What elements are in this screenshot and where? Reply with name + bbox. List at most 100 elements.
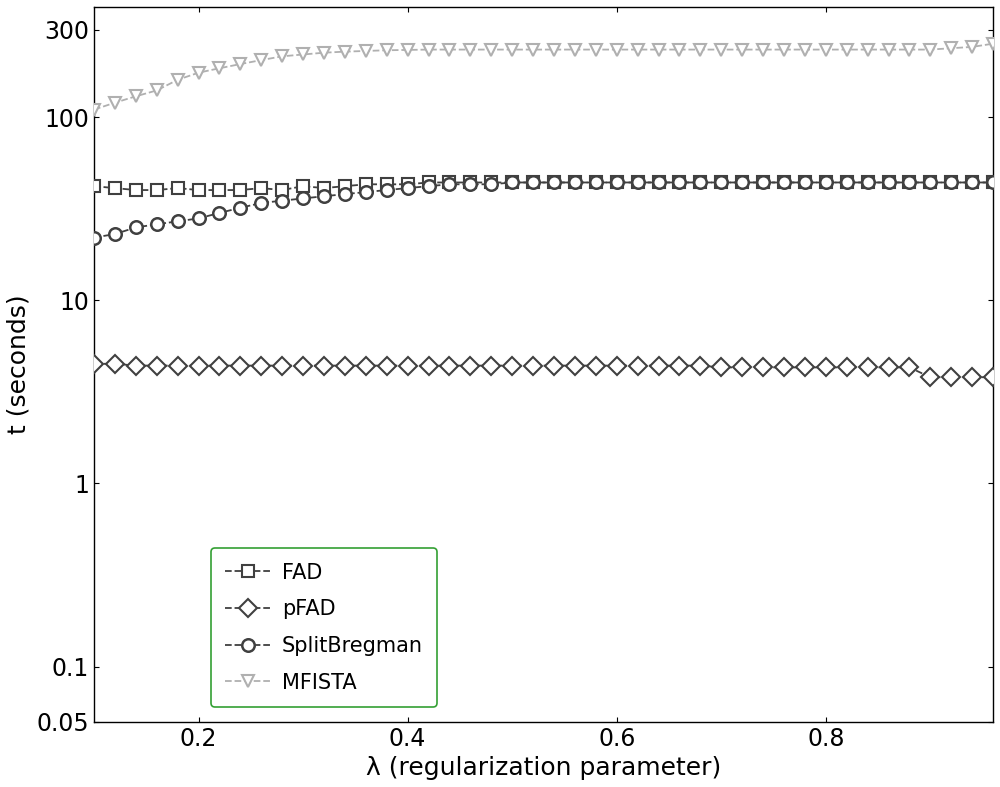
FAD	[694, 178, 706, 187]
Line: pFAD: pFAD	[88, 357, 999, 383]
pFAD	[966, 372, 978, 382]
FAD	[736, 178, 748, 187]
Line: FAD: FAD	[88, 177, 999, 196]
FAD	[339, 182, 351, 191]
pFAD	[213, 361, 225, 371]
FAD	[590, 178, 602, 187]
pFAD	[924, 372, 936, 382]
pFAD	[883, 363, 895, 372]
pFAD	[318, 361, 330, 371]
FAD	[883, 178, 895, 187]
SplitBregman	[109, 229, 121, 238]
FAD	[924, 178, 936, 187]
MFISTA	[778, 45, 790, 54]
pFAD	[548, 361, 560, 371]
FAD	[715, 178, 727, 187]
SplitBregman	[255, 198, 267, 208]
FAD	[151, 185, 163, 194]
pFAD	[694, 361, 706, 371]
SplitBregman	[151, 220, 163, 229]
Y-axis label: t (seconds): t (seconds)	[7, 294, 31, 434]
pFAD	[799, 363, 811, 372]
FAD	[423, 178, 435, 187]
FAD	[841, 178, 853, 187]
MFISTA	[862, 45, 874, 54]
SplitBregman	[757, 178, 769, 187]
MFISTA	[234, 59, 246, 68]
SplitBregman	[88, 233, 100, 242]
MFISTA	[443, 45, 455, 54]
MFISTA	[381, 46, 393, 55]
pFAD	[778, 363, 790, 372]
FAD	[506, 178, 518, 187]
pFAD	[130, 361, 142, 371]
MFISTA	[255, 55, 267, 65]
SplitBregman	[883, 178, 895, 187]
FAD	[778, 178, 790, 187]
SplitBregman	[987, 178, 999, 187]
SplitBregman	[966, 178, 978, 187]
pFAD	[297, 361, 309, 371]
pFAD	[443, 361, 455, 371]
MFISTA	[820, 45, 832, 54]
MFISTA	[799, 45, 811, 54]
MFISTA	[423, 45, 435, 54]
FAD	[653, 178, 665, 187]
MFISTA	[464, 45, 476, 54]
pFAD	[736, 363, 748, 372]
SplitBregman	[276, 196, 288, 205]
MFISTA	[632, 45, 644, 54]
pFAD	[360, 361, 372, 371]
FAD	[88, 182, 100, 191]
SplitBregman	[297, 194, 309, 203]
pFAD	[841, 363, 853, 372]
SplitBregman	[611, 178, 623, 187]
FAD	[987, 178, 999, 187]
SplitBregman	[213, 209, 225, 218]
pFAD	[987, 372, 999, 382]
Legend: FAD, pFAD, SplitBregman, MFISTA: FAD, pFAD, SplitBregman, MFISTA	[211, 549, 437, 708]
pFAD	[945, 372, 957, 382]
pFAD	[276, 361, 288, 371]
Line: SplitBregman: SplitBregman	[88, 176, 999, 244]
MFISTA	[569, 45, 581, 54]
pFAD	[862, 363, 874, 372]
pFAD	[715, 363, 727, 372]
pFAD	[653, 361, 665, 371]
SplitBregman	[234, 203, 246, 212]
pFAD	[402, 361, 414, 371]
FAD	[569, 178, 581, 187]
SplitBregman	[402, 183, 414, 193]
FAD	[193, 185, 205, 194]
pFAD	[903, 363, 915, 372]
MFISTA	[506, 45, 518, 54]
pFAD	[234, 361, 246, 371]
MFISTA	[276, 52, 288, 61]
SplitBregman	[464, 179, 476, 189]
MFISTA	[172, 75, 184, 84]
SplitBregman	[653, 178, 665, 187]
FAD	[632, 178, 644, 187]
FAD	[548, 178, 560, 187]
FAD	[109, 183, 121, 193]
pFAD	[193, 361, 205, 371]
SplitBregman	[548, 178, 560, 187]
pFAD	[506, 361, 518, 371]
FAD	[485, 178, 497, 187]
MFISTA	[130, 91, 142, 101]
MFISTA	[360, 46, 372, 56]
SplitBregman	[318, 191, 330, 201]
MFISTA	[673, 45, 685, 54]
FAD	[527, 178, 539, 187]
SplitBregman	[945, 178, 957, 187]
pFAD	[464, 361, 476, 371]
FAD	[381, 179, 393, 189]
SplitBregman	[193, 214, 205, 224]
SplitBregman	[862, 178, 874, 187]
SplitBregman	[736, 178, 748, 187]
FAD	[862, 178, 874, 187]
MFISTA	[966, 42, 978, 52]
MFISTA	[213, 64, 225, 73]
MFISTA	[883, 45, 895, 54]
SplitBregman	[423, 182, 435, 191]
